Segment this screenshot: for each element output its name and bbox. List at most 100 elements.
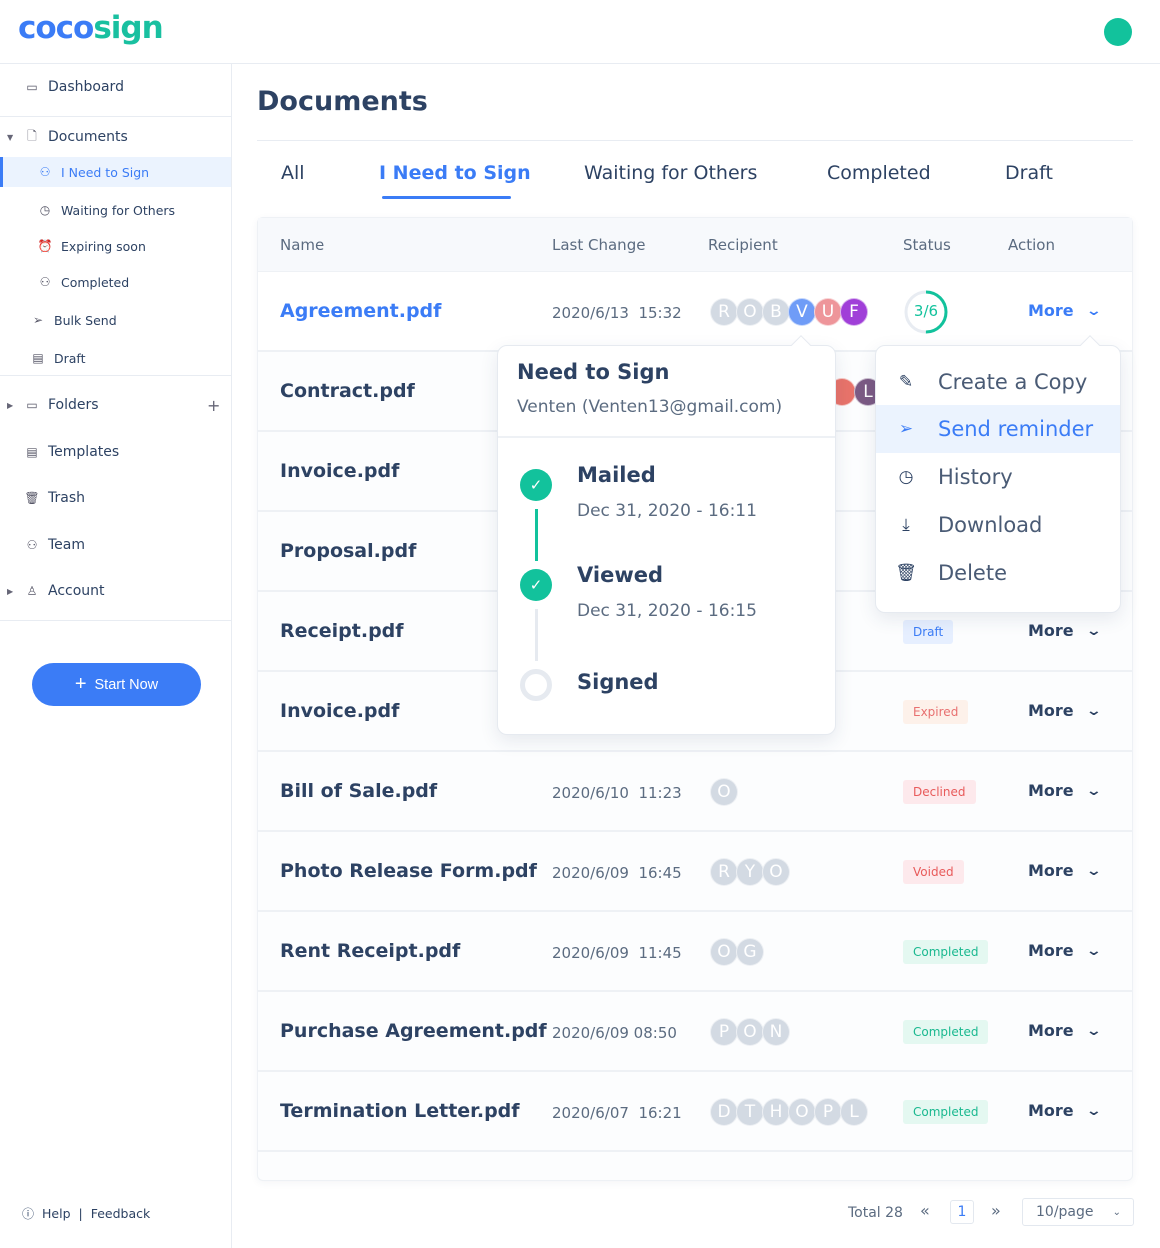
table-row[interactable]: Bill of Sale.pdf 2020/6/10 11:23 O Declined…: [258, 752, 1132, 832]
sidebar-label: Templates: [48, 444, 120, 460]
menu-item-send-reminder[interactable]: ➢ Send reminder: [876, 405, 1120, 453]
table-row[interactable]: Invoice.pdf Expired More ⌄: [258, 672, 1132, 752]
more-dropdown[interactable]: More ⌄: [1028, 621, 1102, 640]
last-page-icon[interactable]: »: [991, 1201, 1001, 1220]
active-tab-indicator: [382, 196, 511, 199]
table-row[interactable]: Purchase Agreement.pdf 2020/6/09 08:50 P O N…: [258, 992, 1132, 1072]
tab-completed[interactable]: Completed: [827, 162, 931, 184]
recipient-avatar[interactable]: D: [710, 1098, 738, 1126]
recipient-avatar[interactable]: V: [788, 298, 816, 326]
caret-right-icon: ▶: [7, 586, 14, 596]
column-action: Action: [1008, 236, 1055, 254]
column-status[interactable]: Status: [903, 236, 951, 254]
feedback-link[interactable]: Feedback: [90, 1206, 151, 1221]
recipient-avatar[interactable]: T: [736, 1098, 764, 1126]
recipient-avatar[interactable]: L: [840, 1098, 868, 1126]
table-row[interactable]: Rent Receipt.pdf 2020/6/09 11:45 O G Complet…: [258, 912, 1132, 992]
more-dropdown[interactable]: More ⌄: [1028, 301, 1102, 320]
document-name[interactable]: Photo Release Form.pdf: [280, 860, 537, 882]
page-size-select[interactable]: 10/page ⌄: [1022, 1198, 1134, 1226]
table-row[interactable]: Termination Letter.pdf 2020/6/07 16:21 D T H…: [258, 1072, 1132, 1152]
more-dropdown[interactable]: More ⌄: [1028, 861, 1102, 880]
cocosign-logo[interactable]: cocosign: [18, 10, 164, 46]
menu-item-create-a-copy[interactable]: ✎ Create a Copy: [876, 358, 1120, 406]
table-row[interactable]: Agreement.pdf 2020/6/13 15:32 R O B V U F 3/6 Mor…: [258, 272, 1132, 352]
document-name[interactable]: Rent Receipt.pdf: [280, 940, 461, 962]
recipient-avatar[interactable]: G: [736, 938, 764, 966]
sidebar-item-account[interactable]: ▶ ♙ Account: [0, 573, 231, 609]
menu-item-delete[interactable]: 🗑 Delete: [876, 549, 1120, 597]
sidebar-item-waiting-for-others[interactable]: ◷ Waiting for Others: [0, 192, 231, 228]
signing-progress[interactable]: 3/6: [903, 289, 949, 335]
recipient-avatar[interactable]: B: [762, 298, 790, 326]
menu-label: Delete: [938, 561, 1007, 585]
recipient-avatar[interactable]: O: [736, 298, 764, 326]
recipient-avatar[interactable]: O: [710, 938, 738, 966]
add-folder-icon[interactable]: +: [207, 395, 221, 415]
column-name[interactable]: Name: [280, 236, 325, 254]
chevron-down-icon: ⌄: [1112, 1206, 1121, 1218]
sidebar-label: Draft: [54, 350, 86, 366]
document-name[interactable]: Agreement.pdf: [280, 300, 442, 322]
recipient-avatar[interactable]: R: [710, 858, 738, 886]
tab-i-need-to-sign[interactable]: I Need to Sign: [379, 162, 531, 184]
tab-draft[interactable]: Draft: [1005, 162, 1053, 184]
sidebar-item-templates[interactable]: ▤ Templates: [0, 434, 231, 470]
start-now-button[interactable]: + Start Now: [32, 663, 201, 706]
sidebar-label: Completed: [61, 274, 130, 290]
recipient-avatar[interactable]: O: [736, 1018, 764, 1046]
document-name[interactable]: Invoice.pdf: [280, 460, 400, 482]
recipient-avatar[interactable]: O: [710, 778, 738, 806]
recipient-avatar[interactable]: H: [762, 1098, 790, 1126]
sidebar-item-i-need-to-sign[interactable]: ⚇ I Need to Sign: [0, 157, 231, 187]
sidebar-item-folders[interactable]: ▶ ▭ Folders +: [0, 387, 231, 423]
more-dropdown[interactable]: More ⌄: [1028, 941, 1102, 960]
more-dropdown[interactable]: More ⌄: [1028, 1101, 1102, 1120]
menu-item-history[interactable]: ◷ History: [876, 453, 1120, 501]
document-name[interactable]: Receipt.pdf: [280, 620, 404, 642]
file-icon: 🗋: [27, 128, 37, 143]
status-badge: Voided: [903, 860, 964, 884]
user-sign-icon: ⚇: [39, 165, 51, 179]
document-name[interactable]: Contract.pdf: [280, 380, 415, 402]
recipient-avatar[interactable]: P: [710, 1018, 738, 1046]
sidebar-item-bulk-send[interactable]: ➢ Bulk Send: [0, 302, 231, 338]
first-page-icon[interactable]: «: [920, 1201, 930, 1220]
sidebar-item-completed[interactable]: ⚇ Completed: [0, 264, 231, 300]
more-dropdown[interactable]: More ⌄: [1028, 781, 1102, 800]
recipient-avatar[interactable]: P: [814, 1098, 842, 1126]
document-name[interactable]: Invoice.pdf: [280, 700, 400, 722]
tab-waiting-for-others[interactable]: Waiting for Others: [584, 162, 758, 184]
help-link[interactable]: Help: [42, 1206, 71, 1221]
document-name[interactable]: Purchase Agreement.pdf: [280, 1020, 547, 1042]
sidebar-item-team[interactable]: ⚇ Team: [0, 527, 231, 563]
column-last-change[interactable]: Last Change: [552, 236, 646, 254]
more-label: More: [1028, 701, 1074, 720]
sidebar-item-draft[interactable]: ▤ Draft: [0, 340, 231, 376]
document-name[interactable]: Proposal.pdf: [280, 540, 417, 562]
recipient-avatar[interactable]: N: [762, 1018, 790, 1046]
more-dropdown[interactable]: More ⌄: [1028, 1021, 1102, 1040]
sidebar-item-documents[interactable]: ▼ 🗋 Documents: [0, 119, 231, 155]
table-row[interactable]: Photo Release Form.pdf 2020/6/09 16:45 R Y O…: [258, 832, 1132, 912]
tab-all[interactable]: All: [281, 162, 305, 184]
menu-item-download[interactable]: ⤓ Download: [876, 501, 1120, 549]
document-name[interactable]: Bill of Sale.pdf: [280, 780, 438, 802]
footer-links: ⓘ Help | Feedback: [22, 1205, 150, 1222]
sidebar-item-trash[interactable]: 🗑 Trash: [0, 480, 231, 516]
recipient-avatar[interactable]: Y: [736, 858, 764, 886]
more-dropdown[interactable]: More ⌄: [1028, 701, 1102, 720]
recipient-avatar[interactable]: F: [840, 298, 868, 326]
recipient-avatar[interactable]: O: [762, 858, 790, 886]
recipient-avatar[interactable]: R: [710, 298, 738, 326]
user-avatar[interactable]: [1104, 18, 1132, 46]
recipient-avatars: O: [710, 778, 738, 806]
paper-plane-icon: ➢: [898, 419, 914, 439]
sidebar-item-expiring-soon[interactable]: ⏰ Expiring soon: [0, 228, 231, 264]
recipient-avatar[interactable]: O: [788, 1098, 816, 1126]
sidebar-item-dashboard[interactable]: ▭ Dashboard: [0, 69, 231, 105]
current-page-button[interactable]: 1: [950, 1200, 974, 1224]
recipient-avatar[interactable]: U: [814, 298, 842, 326]
document-name[interactable]: Termination Letter.pdf: [280, 1100, 520, 1122]
